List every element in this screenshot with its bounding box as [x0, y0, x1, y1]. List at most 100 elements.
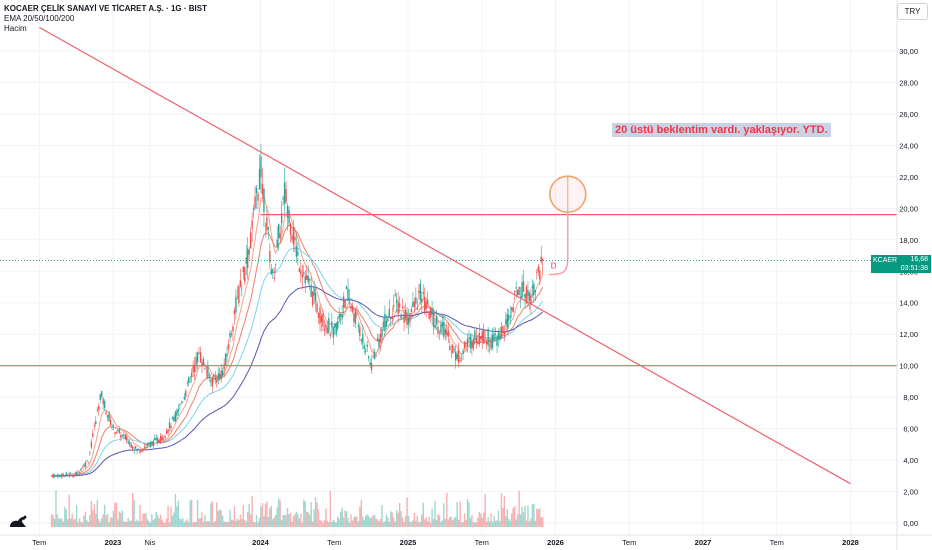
volume-bar [322, 522, 324, 527]
volume-bar [53, 518, 56, 527]
volume-bar [329, 491, 332, 527]
y-tick-label: 26,00 [899, 110, 918, 119]
volume-bar [143, 513, 146, 527]
volume-bar [385, 514, 388, 527]
volume-bar [406, 497, 408, 527]
x-tick-label: 2025 [400, 538, 417, 547]
candle-body [179, 403, 181, 406]
candle-body [344, 300, 346, 309]
candle-body [494, 334, 497, 335]
candle-body [189, 377, 191, 378]
volume-bar [167, 505, 169, 527]
candle-body [214, 377, 216, 381]
candle-body [205, 371, 208, 373]
candle-body [202, 359, 205, 366]
volume-bar [254, 522, 256, 527]
currency-button[interactable]: TRY [897, 3, 928, 20]
volume-bar [422, 502, 424, 527]
volume-bar [431, 508, 433, 527]
candle-body [75, 471, 78, 475]
volume-bar [424, 519, 426, 527]
candle-body [443, 321, 445, 337]
volume-bar [496, 520, 498, 527]
candle-body [363, 345, 365, 350]
candle-body [65, 472, 67, 476]
candle-body [280, 212, 283, 224]
volume-bar [429, 522, 432, 527]
candle-body [421, 298, 423, 303]
indicator-legend[interactable]: EMA 20/50/100/200 [4, 14, 75, 23]
volume-bar [214, 520, 216, 527]
candle-body [146, 443, 149, 446]
x-tick-label: 2024 [252, 538, 270, 547]
candle-body [359, 326, 361, 337]
volume-bar [465, 519, 467, 527]
candle-body [211, 378, 214, 387]
volume-bar [59, 518, 62, 527]
candle-body [382, 321, 385, 327]
volume-bar [111, 517, 113, 527]
volume-bar [131, 493, 134, 527]
candle-body [84, 462, 87, 467]
volume-bar [196, 499, 199, 527]
candle-body [403, 314, 405, 323]
volume-bar [540, 517, 542, 527]
volume-bar [280, 519, 283, 527]
volume-bar [52, 514, 54, 527]
x-tick-label: Tem [32, 538, 46, 547]
volume-bar [341, 507, 343, 527]
volume-bar [255, 515, 258, 527]
candle-body [334, 323, 336, 328]
volume-bar [190, 499, 193, 527]
volume-bar [224, 521, 227, 527]
volume-bar [419, 521, 421, 527]
volume-bar [478, 511, 480, 527]
volume-bar [264, 504, 267, 527]
candle-body [468, 337, 470, 339]
candle-body [388, 309, 391, 318]
candle-body [81, 467, 84, 469]
candle-body [472, 339, 475, 349]
volume-bar [338, 518, 340, 527]
volume-bar [263, 516, 265, 527]
candle-body [425, 302, 427, 310]
volume-bar [154, 518, 156, 527]
candle-body [357, 325, 360, 327]
candle-body [341, 314, 343, 318]
volume-bar [99, 522, 101, 527]
candle-body [111, 427, 113, 428]
candle-body [208, 375, 211, 376]
volume-bar [100, 518, 103, 527]
volume-bar [230, 519, 233, 527]
y-tick-label: 0,00 [903, 519, 918, 528]
chart-annotation[interactable]: 20 üstü beklentim vardı. yaklaşıyor. YTD… [612, 123, 831, 137]
volume-bar [500, 492, 503, 527]
candle-body [440, 324, 442, 334]
ema-line [51, 247, 544, 477]
candle-body [306, 275, 308, 280]
volume-bar [72, 519, 75, 527]
volume-bar [530, 518, 532, 527]
volume-bar [288, 514, 290, 527]
candle-body [332, 326, 334, 338]
y-tick-label: 8,00 [903, 393, 918, 402]
candle-body [350, 306, 352, 309]
x-tick-label: Nis [144, 538, 155, 547]
candle-body [297, 251, 299, 256]
candle-body [59, 475, 62, 476]
volume-bar [124, 521, 126, 527]
y-tick-label: 28,00 [899, 78, 918, 87]
tradingview-logo-icon[interactable] [8, 513, 30, 529]
volume-bar [485, 521, 488, 527]
candle-body [154, 438, 156, 440]
volume-bar [462, 522, 464, 527]
volume-bar [220, 510, 222, 527]
volume-legend[interactable]: Hacim [4, 24, 27, 33]
candle-body [149, 442, 152, 447]
volume-bar [249, 514, 252, 527]
volume-bar [241, 519, 243, 527]
candle-body [531, 285, 534, 289]
candle-body [512, 307, 514, 313]
